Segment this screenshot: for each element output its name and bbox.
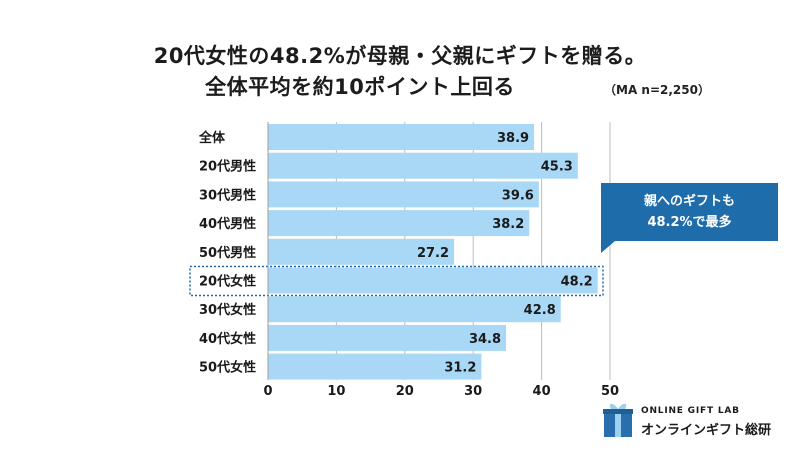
category-label: 30代女性: [199, 302, 256, 318]
sample-size-note: （MA n=2,250）: [604, 83, 710, 97]
value-label: 39.6: [502, 188, 534, 203]
value-label: 38.9: [497, 131, 529, 146]
highlight-frame: [189, 265, 604, 297]
category-label: 50代男性: [199, 245, 256, 261]
logo-english-name: ONLINE GIFT LAB: [641, 406, 740, 416]
category-label: 20代女性: [199, 274, 256, 290]
x-tick-label: 20: [396, 384, 414, 399]
category-label: 20代男性: [199, 159, 256, 175]
logo-japanese-name: オンラインギフト総研: [641, 423, 772, 438]
category-label: 40代男性: [199, 216, 256, 232]
chart-title-line-1: 20代女性の48.2%が母親・父親にギフトを贈る。: [153, 44, 647, 68]
callout-tail: [601, 241, 615, 253]
category-label: 30代男性: [199, 187, 256, 203]
bar: [268, 181, 539, 208]
x-tick-label: 50: [601, 384, 619, 399]
x-tick-label: 0: [263, 384, 272, 399]
gift-box-icon: [603, 403, 633, 437]
chart-title-line-2: 全体平均を約10ポイント上回る: [205, 75, 515, 99]
callout-line-2: 48.2%で最多: [647, 215, 732, 230]
bar: [268, 324, 507, 351]
logo: ONLINE GIFT LAB オンラインギフト総研: [603, 400, 793, 440]
value-label: 42.8: [524, 303, 556, 318]
value-label: 27.2: [417, 246, 449, 261]
value-label: 45.3: [541, 160, 573, 175]
x-tick-label: 10: [327, 384, 345, 399]
value-label: 34.8: [469, 332, 501, 347]
category-label: 全体: [198, 130, 226, 146]
callout-line-1: 親へのギフトも: [643, 194, 735, 209]
category-label: 50代女性: [199, 360, 256, 376]
bar: [268, 210, 530, 237]
bar: [268, 267, 598, 294]
bar: [268, 238, 455, 265]
category-label: 40代女性: [199, 331, 256, 347]
callout-box: 親へのギフトも 48.2%で最多: [601, 183, 778, 241]
value-label: 31.2: [444, 361, 476, 376]
bar: [268, 353, 482, 380]
bar: [268, 296, 561, 323]
value-label: 48.2: [561, 275, 593, 290]
x-tick-label: 30: [464, 384, 482, 399]
bar: [268, 152, 578, 179]
value-label: 38.2: [492, 217, 524, 232]
x-tick-label: 40: [533, 384, 551, 399]
bar: [268, 124, 535, 150]
